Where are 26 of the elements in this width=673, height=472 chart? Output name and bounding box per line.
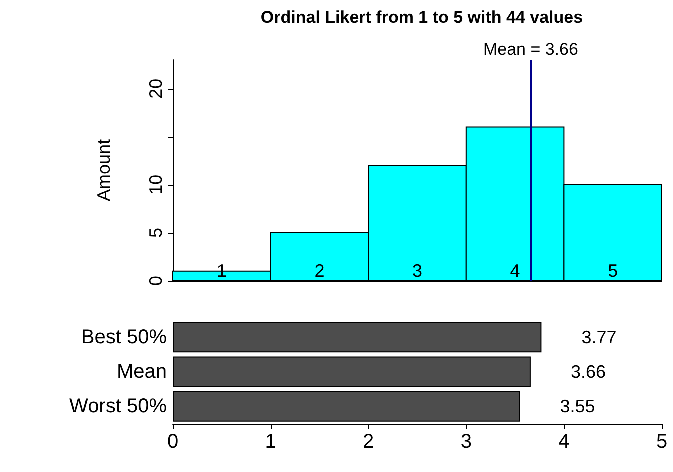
x-tick-label: 4 — [558, 431, 570, 453]
bar — [173, 391, 520, 422]
data-label: 3.55 — [560, 396, 596, 417]
annotation: 3 — [412, 261, 423, 281]
y-tick-label: Best 50% — [81, 326, 168, 348]
bar — [173, 322, 542, 353]
y-tick-label: 20 — [146, 78, 166, 99]
annotation: 2 — [314, 261, 325, 281]
x-tick-label: 3 — [460, 431, 472, 453]
annotation: 1 — [216, 261, 227, 281]
annotation: 5 — [608, 261, 618, 281]
data-label: 3.77 — [582, 327, 617, 348]
ref-line-label: Mean = 3.66 — [483, 40, 578, 59]
y-tick-label: Worst 50% — [70, 396, 168, 418]
bar — [173, 356, 531, 388]
chart-title: Ordinal Likert from 1 to 5 with 44 values — [260, 8, 584, 27]
y-tick-label: 0 — [146, 276, 166, 286]
x-tick-label: 5 — [656, 431, 668, 453]
y-axis-title: Amount — [94, 139, 114, 202]
y-tick-label: 5 — [146, 228, 166, 238]
y-tick-label: 10 — [146, 174, 166, 195]
x-tick-label: 1 — [265, 431, 276, 453]
x-tick-label: 2 — [363, 431, 374, 453]
data-label: 3.66 — [570, 362, 606, 382]
y-tick-label: Mean — [116, 361, 167, 383]
annotation: 4 — [510, 261, 520, 281]
